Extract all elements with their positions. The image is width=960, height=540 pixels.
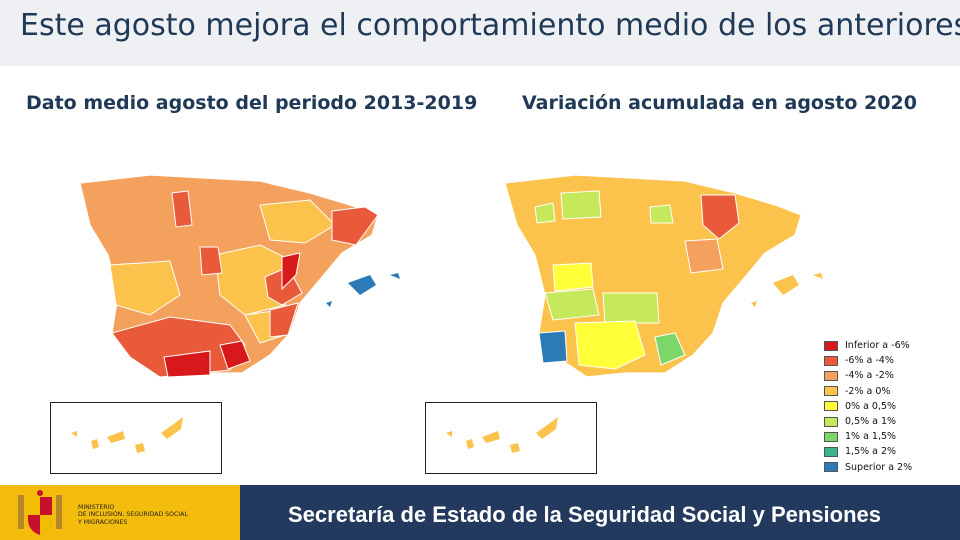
left-canary-islands — [71, 417, 183, 453]
left-region-alicante — [269, 302, 299, 338]
ministry-name: MINISTERIO DE INCLUSIÓN, SEGURIDAD SOCIA… — [78, 504, 188, 526]
legend-swatch — [824, 386, 838, 397]
page-title: Este agosto mejora el comportamiento med… — [20, 8, 960, 43]
left-region-almeria — [219, 340, 251, 370]
legend-swatch — [824, 462, 838, 473]
footer-band: Secretaría de Estado de la Seguridad Soc… — [240, 485, 960, 540]
legend-item: -6% a -4% — [824, 353, 954, 368]
ministry-line-3: Y MIGRACIONES — [78, 518, 128, 526]
left-region-malaga — [163, 350, 211, 378]
legend-item: -2% a 0% — [824, 384, 954, 399]
coat-of-arms-icon — [18, 490, 62, 535]
ministry-logo-band: MINISTERIO DE INCLUSIÓN, SEGURIDAD SOCIA… — [0, 485, 240, 540]
right-region-huesca — [700, 194, 740, 240]
legend-swatch — [824, 431, 838, 442]
left-region-andalucia — [111, 316, 246, 378]
right-region-light-green-5 — [602, 292, 660, 324]
left-region-burgos — [171, 190, 193, 228]
left-region-catalonia — [331, 206, 379, 246]
legend-label: -4% a -2% — [845, 370, 894, 382]
legend-swatch — [824, 370, 838, 381]
legend-label: -2% a 0% — [845, 385, 891, 397]
right-region-light-green-1 — [534, 202, 556, 224]
right-spain-map — [504, 174, 823, 378]
legend-swatch — [824, 355, 838, 366]
left-balearic-islands — [326, 273, 400, 307]
legend-item: 1,5% a 2% — [824, 444, 954, 459]
right-region-yellow-2 — [574, 320, 646, 370]
right-region-green-almeria — [654, 332, 686, 366]
right-region-teruel — [684, 238, 724, 274]
right-region-light-green-2 — [560, 190, 602, 220]
ministry-line-2: DE INCLUSIÓN, SEGURIDAD SOCIAL — [78, 511, 188, 519]
right-map-subtitle: Variación acumulada en agosto 2020 — [522, 92, 917, 114]
legend-item: 0,5% a 1% — [824, 414, 954, 429]
legend-swatch — [824, 416, 838, 427]
legend-item: Superior a 2% — [824, 460, 954, 475]
left-spain-map — [79, 174, 400, 378]
right-region-yellow-1 — [552, 262, 594, 292]
left-region-valencia — [281, 252, 301, 291]
right-region-light-green-4 — [544, 288, 600, 321]
legend-item: 1% a 1,5% — [824, 429, 954, 444]
right-region-light-green-3 — [649, 204, 674, 224]
left-canary-inset — [50, 402, 222, 474]
legend-item: 0% a 0,5% — [824, 399, 954, 414]
right-balearic-islands — [751, 273, 823, 307]
legend-swatch — [824, 340, 838, 351]
legend-label: 0,5% a 1% — [845, 416, 897, 428]
ministry-line-1: MINISTERIO — [78, 504, 115, 511]
legend-label: 1% a 1,5% — [845, 431, 897, 443]
legend-label: Inferior a -6% — [845, 340, 910, 352]
legend-label: Superior a 2% — [845, 461, 913, 473]
legend-swatch — [824, 446, 838, 457]
footer-title: Secretaría de Estado de la Seguridad Soc… — [288, 502, 882, 527]
legend-label: 1,5% a 2% — [845, 446, 897, 458]
left-region-madrid — [199, 246, 223, 276]
right-canary-inset — [425, 402, 597, 474]
left-yellow-region-3 — [259, 199, 336, 244]
legend-label: 0% a 0,5% — [845, 400, 897, 412]
left-map-subtitle: Dato medio agosto del periodo 2013-2019 — [26, 92, 478, 114]
legend-item: -4% a -2% — [824, 368, 954, 383]
legend-label: -6% a -4% — [845, 355, 894, 367]
left-yellow-region-1 — [109, 260, 181, 316]
right-canary-islands — [446, 417, 558, 453]
legend-swatch — [824, 401, 838, 412]
map-legend: Inferior a -6% -6% a -4% -4% a -2% -2% a 0%… — [824, 338, 954, 475]
legend-item: Inferior a -6% — [824, 338, 954, 353]
right-region-huelva — [538, 330, 568, 364]
title-band: Este agosto mejora el comportamiento med… — [0, 0, 960, 66]
